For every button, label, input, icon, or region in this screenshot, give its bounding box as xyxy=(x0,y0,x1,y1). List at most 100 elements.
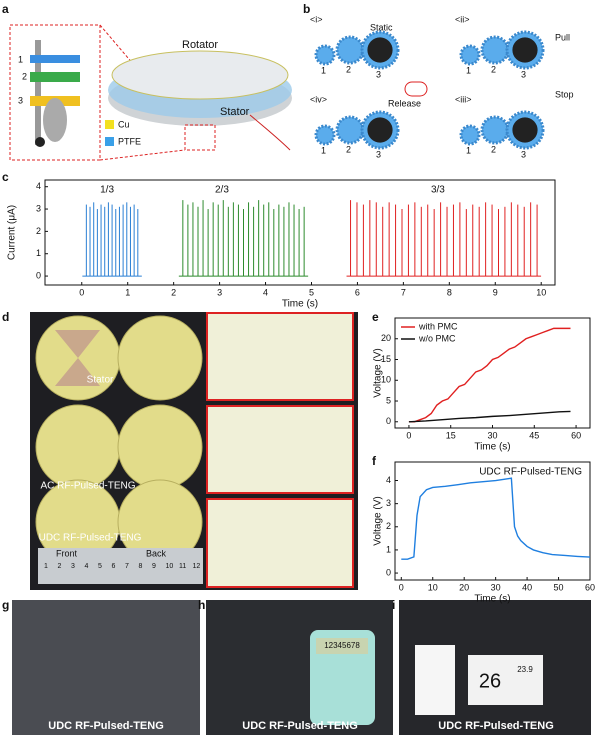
ruler-number: 11 xyxy=(179,563,186,570)
spiral-spring xyxy=(367,117,393,143)
step-action: Pull xyxy=(555,32,570,42)
cycle-arrow xyxy=(404,81,428,97)
x-tick-label: 5 xyxy=(309,287,314,297)
annotation: 1/3 xyxy=(100,185,114,196)
spiral-spring xyxy=(512,37,538,63)
annotation: 3/3 xyxy=(431,185,445,196)
gear-label: 3 xyxy=(521,69,526,79)
gear-label: 3 xyxy=(376,69,381,79)
legend-label: Cu xyxy=(118,119,130,129)
ruler-number: 9 xyxy=(152,563,156,570)
y-tick-label: 0 xyxy=(386,416,391,426)
y-tick-label: 15 xyxy=(381,354,391,364)
part-label: 2 xyxy=(22,71,27,81)
annotation: 2/3 xyxy=(215,185,229,196)
connector xyxy=(99,149,186,161)
inset-box xyxy=(9,24,101,161)
y-tick-label: 1 xyxy=(36,248,41,258)
x-tick-label: 45 xyxy=(529,430,539,440)
wire xyxy=(249,114,291,151)
rotator-disk xyxy=(111,50,289,100)
ruler-number: 12 xyxy=(193,563,201,570)
step-label: <i> xyxy=(310,14,323,24)
panel-label: h xyxy=(198,598,205,612)
x-tick-label: 3 xyxy=(217,287,222,297)
legend-swatch xyxy=(105,137,114,146)
plot-frame xyxy=(394,461,591,581)
gear xyxy=(335,115,365,145)
panel-label: f xyxy=(372,454,377,468)
x-tick-label: 6 xyxy=(355,287,360,297)
ruler xyxy=(38,548,203,584)
gear xyxy=(314,124,336,146)
panel-label: e xyxy=(372,310,379,324)
gear-label: 1 xyxy=(466,65,471,75)
x-tick-label: 30 xyxy=(491,582,501,592)
ruler-number: 7 xyxy=(125,563,129,570)
x-tick-label: 30 xyxy=(487,430,497,440)
ruler-label: Front xyxy=(56,548,78,558)
x-tick-label: 40 xyxy=(522,582,532,592)
gear-label: 1 xyxy=(466,145,471,155)
zoom-box xyxy=(184,124,216,151)
step-label: <iv> xyxy=(310,94,327,104)
x-tick-label: 1 xyxy=(125,287,130,297)
x-axis-label: Time (s) xyxy=(474,594,510,605)
panel-label: c xyxy=(2,170,9,184)
ruler-number: 8 xyxy=(139,563,143,570)
spiral-spring xyxy=(512,117,538,143)
gear-train xyxy=(30,40,80,147)
x-tick-label: 2 xyxy=(171,287,176,297)
legend-label: w/o PMC xyxy=(418,333,456,343)
photo xyxy=(12,600,200,735)
x-tick-label: 0 xyxy=(406,430,411,440)
zoom-panels xyxy=(206,312,354,588)
step-action: Stop xyxy=(555,89,574,99)
ptfe xyxy=(55,330,100,386)
gear-label: 2 xyxy=(491,144,496,154)
panel-label: d xyxy=(2,310,9,324)
legend-swatch xyxy=(105,120,114,129)
breadboard xyxy=(415,645,455,715)
chart-title: UDC RF-Pulsed-TENG xyxy=(479,467,582,478)
x-tick-label: 50 xyxy=(554,582,564,592)
gear-label: 1 xyxy=(321,145,326,155)
y-tick-label: 5 xyxy=(386,395,391,405)
x-axis-label: Time (s) xyxy=(474,442,510,453)
gear-label: 3 xyxy=(376,149,381,159)
ruler-number: 3 xyxy=(71,563,75,570)
x-tick-label: 60 xyxy=(585,582,595,592)
panel-label: g xyxy=(2,598,9,612)
panel-label: b xyxy=(303,2,310,16)
x-tick-label: 10 xyxy=(536,287,546,297)
display-text: 26 xyxy=(479,670,501,692)
gear-label: 2 xyxy=(491,64,496,74)
ruler-number: 5 xyxy=(98,563,102,570)
caption: UDC RF-Pulsed-TENG xyxy=(242,720,358,732)
gear xyxy=(459,44,481,66)
gear-label: 3 xyxy=(521,149,526,159)
part-label: 1 xyxy=(18,54,23,64)
x-tick-label: 4 xyxy=(263,287,268,297)
calculator-display xyxy=(316,638,368,654)
y-tick-label: 4 xyxy=(36,181,41,191)
x-tick-label: 8 xyxy=(447,287,452,297)
ruler-number: 6 xyxy=(112,563,116,570)
y-tick-label: 4 xyxy=(386,475,391,485)
y-tick-label: 3 xyxy=(386,498,391,508)
gear xyxy=(335,35,365,65)
legend-label: with PMC xyxy=(418,321,458,331)
y-tick-label: 2 xyxy=(36,226,41,236)
display-text: 12345678 xyxy=(324,641,360,650)
ruler-label: Back xyxy=(146,548,167,558)
y-tick-label: 0 xyxy=(36,270,41,280)
ruler-number: 10 xyxy=(166,563,174,570)
y-axis-label: Voltage (V) xyxy=(373,496,384,545)
gear-label: 2 xyxy=(346,64,351,74)
x-tick-label: 60 xyxy=(571,430,581,440)
legend-label: PTFE xyxy=(118,136,141,146)
part-label: 3 xyxy=(18,95,23,105)
data-line xyxy=(401,477,591,560)
spiral-spring xyxy=(367,37,393,63)
